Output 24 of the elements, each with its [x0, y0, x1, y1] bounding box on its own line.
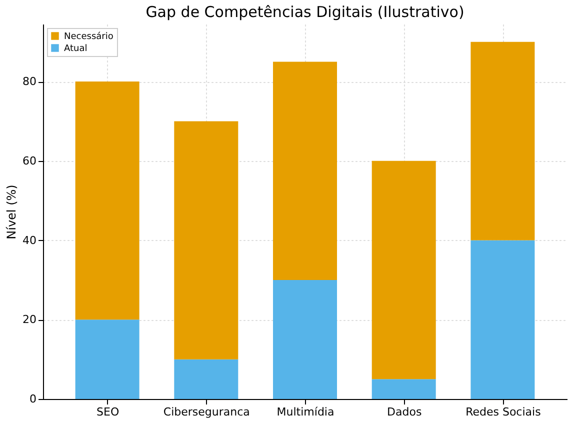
- y-tick-label: 0: [30, 392, 36, 406]
- legend-label: Necessário: [64, 31, 114, 42]
- bar: [372, 160, 436, 380]
- x-tick-label: Multimídia: [276, 406, 334, 418]
- x-tick-label: Redes Sociais: [466, 406, 542, 418]
- y-tick-label: 80: [22, 75, 36, 88]
- x-tick-label: SEO: [96, 406, 120, 418]
- y-axis-title: Nível (%): [4, 184, 19, 240]
- y-tick-label: 60: [22, 154, 36, 168]
- bar: [470, 240, 535, 399]
- bar: [273, 62, 337, 280]
- y-tick-label: 40: [22, 234, 36, 247]
- bar: [273, 280, 337, 399]
- y-tick-label: 20: [22, 313, 36, 326]
- bar: [75, 82, 140, 320]
- bar: [174, 121, 238, 360]
- bar: [75, 320, 140, 399]
- x-tick-label: Dados: [387, 406, 422, 418]
- bar: [470, 42, 535, 240]
- x-tick-label: Ciberseguranca: [163, 406, 250, 418]
- chart-title: Gap de Competências Digitais (Ilustrativo): [146, 3, 464, 21]
- bar: [174, 359, 238, 399]
- bar: [372, 379, 436, 399]
- legend-label: Atual: [64, 44, 88, 54]
